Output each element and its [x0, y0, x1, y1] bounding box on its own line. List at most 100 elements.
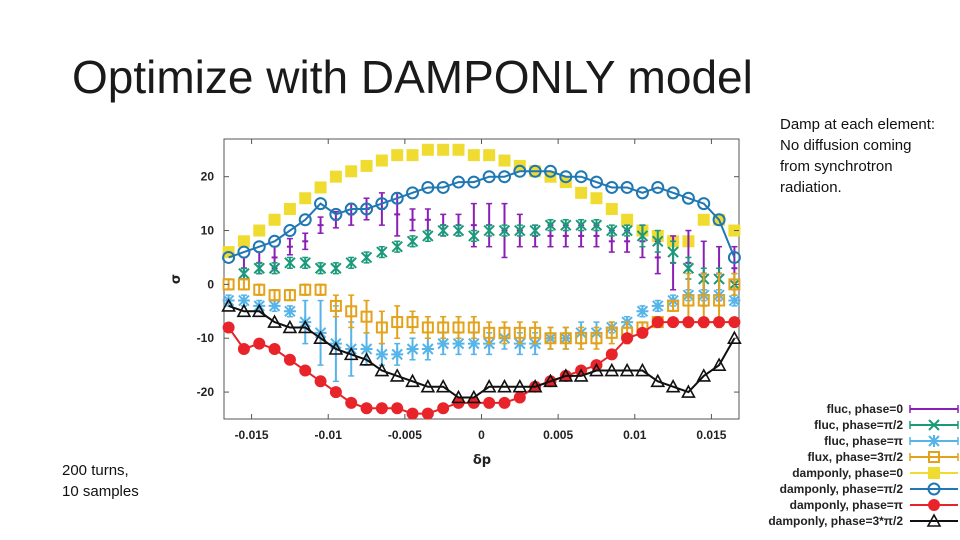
data-point [711, 357, 727, 371]
data-point [575, 219, 587, 231]
data-point [435, 379, 451, 393]
data-point [389, 368, 405, 382]
data-point [360, 159, 373, 172]
legend-label: fluc, phase=0 [827, 402, 904, 416]
data-point [314, 262, 327, 274]
data-point [221, 298, 236, 312]
data-point [313, 330, 328, 345]
data-point [681, 191, 695, 205]
data-point [314, 283, 327, 296]
data-point [481, 379, 497, 393]
data-point [283, 203, 296, 215]
data-point [391, 402, 404, 415]
x-tick-label: 0 [478, 428, 485, 442]
data-point [513, 391, 526, 404]
data-point [283, 305, 296, 318]
data-point [345, 165, 358, 178]
data-point [253, 262, 265, 274]
data-point [528, 164, 542, 178]
legend-marker [927, 482, 941, 496]
legend-marker [928, 499, 940, 511]
y-tick-label: -10 [197, 331, 215, 345]
data-point [621, 224, 633, 237]
x-tick-label: -0.015 [235, 428, 269, 442]
data-point [375, 402, 388, 415]
data-point [590, 192, 603, 205]
data-point [543, 164, 557, 178]
data-point [299, 257, 311, 269]
data-point [284, 257, 296, 269]
data-point [345, 305, 358, 318]
data-point [391, 348, 404, 361]
data-point [636, 230, 649, 242]
data-point [497, 170, 511, 184]
data-point [314, 197, 328, 211]
data-point [621, 213, 634, 226]
note-line: from synchrotron [780, 158, 893, 175]
series-0 [240, 192, 738, 307]
legend-label: damponly, phase=π [790, 498, 903, 512]
series-6 [222, 316, 741, 420]
y-axis-label: σ [169, 274, 184, 284]
data-point [527, 379, 543, 393]
data-point [345, 396, 358, 409]
data-point [252, 240, 266, 254]
data-point [605, 348, 618, 361]
data-point [375, 197, 389, 211]
x-tick-label: 0.005 [543, 428, 573, 442]
legend-label: damponly, phase=0 [792, 466, 903, 480]
data-point [329, 207, 343, 221]
data-point [329, 170, 342, 183]
data-point [437, 224, 449, 237]
data-point [406, 316, 419, 329]
data-point [605, 180, 619, 194]
data-point [268, 234, 282, 248]
x-axis-label: δp [473, 453, 491, 468]
data-point [467, 321, 480, 334]
data-point [697, 197, 711, 211]
x-tick-label: -0.005 [388, 428, 422, 442]
data-point [619, 362, 635, 377]
data-point [665, 379, 681, 393]
data-point [268, 289, 281, 302]
data-point [590, 332, 603, 345]
note-line: No diffusion coming [780, 137, 912, 154]
data-point [605, 203, 618, 215]
data-point [543, 373, 558, 388]
data-point [513, 164, 527, 178]
data-point [375, 321, 388, 334]
data-point [574, 170, 588, 184]
data-point [360, 202, 374, 216]
data-point [727, 250, 741, 264]
x-tick-label: 0.015 [696, 428, 726, 442]
data-point [696, 368, 712, 382]
series-line [228, 304, 736, 399]
data-point [451, 389, 466, 404]
legend-label: flux, phase=3π/2 [807, 450, 903, 464]
data-point [620, 180, 634, 194]
data-point [344, 202, 358, 216]
series-1 [238, 219, 741, 296]
data-point [666, 186, 680, 200]
samples-line: 10 samples [62, 483, 139, 500]
data-point [621, 332, 634, 345]
data-point [236, 303, 252, 318]
data-point [222, 278, 235, 291]
data-point [437, 321, 450, 334]
data-point [437, 143, 450, 156]
data-point [222, 250, 236, 264]
data-point [467, 175, 481, 189]
data-point [299, 283, 312, 296]
series-line [227, 321, 735, 415]
data-point [573, 368, 589, 382]
data-point [667, 299, 680, 312]
data-point [299, 364, 312, 377]
legend-label: damponly, phase=π/2 [780, 482, 904, 496]
data-point [437, 402, 450, 415]
data-point [314, 181, 327, 194]
data-point [498, 326, 511, 339]
data-point [251, 303, 267, 318]
legend-label: damponly, phase=3*π/2 [768, 514, 903, 528]
data-point [360, 402, 373, 415]
data-point [406, 186, 420, 200]
